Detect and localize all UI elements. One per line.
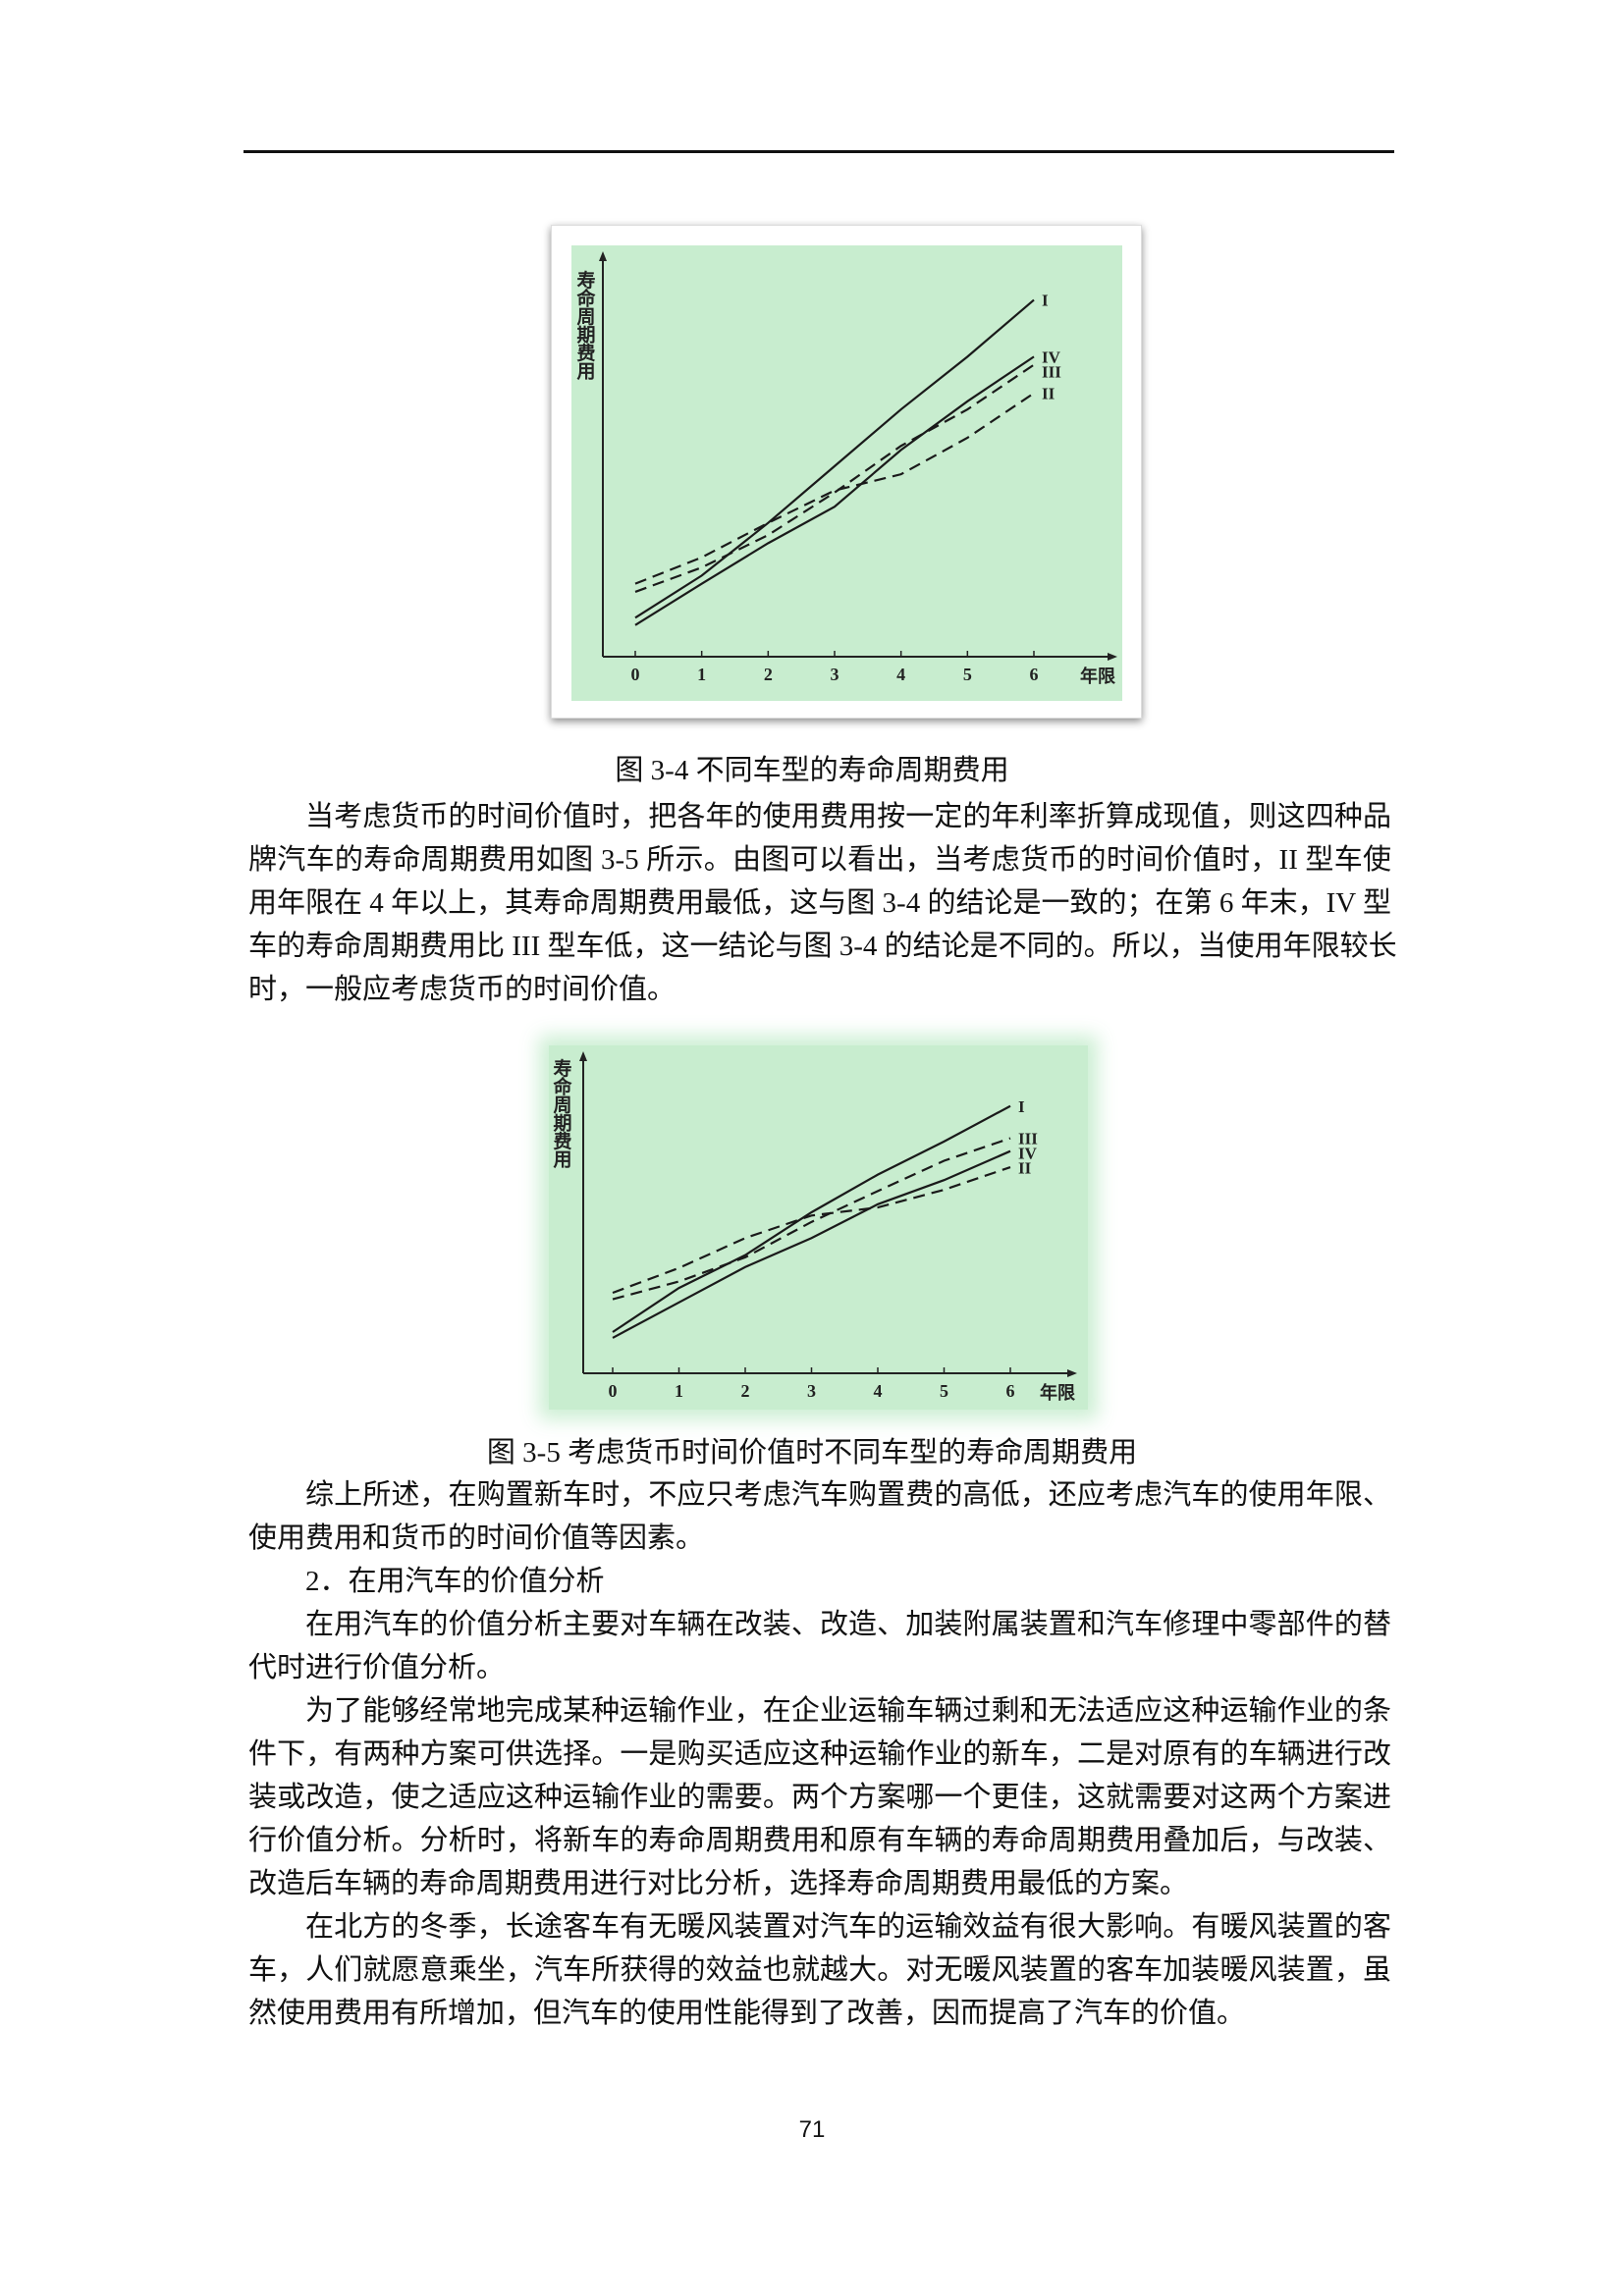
y-axis-label-char: 周 (553, 1095, 571, 1116)
series-line-IV (634, 355, 1035, 626)
series-line-IV (612, 1149, 1011, 1339)
x-tick-label: 2 (764, 665, 773, 684)
series-label-II: II (1018, 1159, 1032, 1178)
y-axis-label-char: 周 (576, 306, 595, 328)
series-line-III (634, 363, 1035, 593)
section-heading: 2．在用汽车的价值分析 (305, 1566, 605, 1597)
paragraph-block-2: 综上所述，在购置新车时，不应只考虑汽车购置费的高低，还应考虑汽车的使用年限、 使… (248, 1473, 1391, 2035)
y-axis-label-char: 用 (576, 362, 595, 383)
text-line: 车，人们就愿意乘坐，汽车所获得的效益也就越大。对无暖风装置的客车加装暖风装置，虽 (248, 1954, 1391, 1986)
text-line: 综上所述，在购置新车时，不应只考虑汽车购置费的高低，还应考虑汽车的使用年限、 (305, 1479, 1391, 1511)
header-rule (244, 150, 1394, 153)
x-tick-label: 1 (675, 1381, 683, 1401)
text-line: 使用费用和货币的时间价值等因素。 (248, 1522, 705, 1554)
series-line-II (612, 1166, 1011, 1295)
series-label-III: III (1018, 1130, 1038, 1148)
series-label-IV: IV (1018, 1145, 1038, 1163)
x-tick-label: 6 (1030, 665, 1039, 684)
x-axis-arrow-icon (1067, 1369, 1077, 1377)
text-line: 在北方的冬季，长途客车有无暖风装置对汽车的运输效益有很大影响。有暖风装置的客 (305, 1911, 1391, 1943)
text-line: 牌汽车的寿命周期费用如图 3-5 所示。由图可以看出，当考虑货币的时间价值时，I… (248, 844, 1391, 876)
page-number: 71 (798, 2116, 826, 2143)
x-tick-label: 5 (963, 665, 972, 684)
y-axis-label-char: 用 (553, 1150, 571, 1171)
y-axis-label-char: 费 (553, 1131, 571, 1152)
series-label-II: II (1042, 385, 1056, 403)
text-line: 时，一般应考虑货币的时间价值。 (248, 974, 677, 1005)
text-line: 行价值分析。分析时，将新车的寿命周期费用和原有车辆的寿命周期费用叠加后，与改装、 (248, 1825, 1391, 1856)
text-line: 在用汽车的价值分析主要对车辆在改装、改造、加装附属装置和汽车修理中零部件的替 (305, 1609, 1391, 1640)
y-axis-label-char: 期 (576, 325, 595, 347)
y-axis-label-char: 期 (553, 1113, 571, 1135)
x-tick-label: 5 (940, 1381, 948, 1401)
y-axis-arrow-icon (599, 251, 607, 261)
series-label-I: I (1018, 1097, 1025, 1116)
text-line: 件下，有两种方案可供选择。一是购买适应这种运输作业的新车，二是对原有的车辆进行改 (248, 1738, 1391, 1770)
x-tick-label: 4 (896, 665, 905, 684)
x-tick-label: 2 (741, 1381, 750, 1401)
series-label-IV: IV (1042, 347, 1061, 366)
text-line: 改造后车辆的寿命周期费用进行对比分析，选择寿命周期费用最低的方案。 (248, 1868, 1189, 1899)
text-line: 然使用费用有所增加，但汽车的使用性能得到了改善，因而提高了汽车的价值。 (248, 1998, 1246, 2029)
figure-3-5-caption: 图 3-5 考虑货币时间价值时不同车型的寿命周期费用 (486, 1437, 1138, 1468)
paragraph-block-1: 当考虑货币的时间价值时，把各年的使用费用按一定的年利率折算成现值，则这四种品 牌… (248, 795, 1397, 1011)
figure-3-5-background (549, 1045, 1088, 1410)
figure-3-4-caption: 图 3-4 不同车型的寿命周期费用 (615, 755, 1009, 786)
series-line-II (634, 392, 1035, 585)
x-tick-label: 6 (1006, 1381, 1015, 1401)
figure-3-4-background (571, 245, 1122, 701)
text-line: 当考虑货币的时间价值时，把各年的使用费用按一定的年利率折算成现值，则这四种品 (305, 801, 1391, 832)
y-axis-label-char: 寿 (576, 269, 595, 292)
y-axis-label-char: 寿 (553, 1057, 571, 1080)
series-label-III: III (1042, 362, 1061, 381)
x-tick-label: 0 (609, 1381, 618, 1401)
text-line: 用年限在 4 年以上，其寿命周期费用最低，这与图 3-4 的结论是一致的；在第 … (248, 887, 1391, 919)
x-axis-arrow-icon (1108, 653, 1117, 661)
x-tick-label: 1 (697, 665, 706, 684)
series-label-I: I (1042, 292, 1049, 310)
x-axis-label: 年限 (1080, 666, 1116, 686)
text-line: 装或改造，使之适应这种运输作业的需要。两个方案哪一个更佳，这就需要对这两个方案进 (248, 1782, 1391, 1813)
series-line-III (612, 1137, 1011, 1301)
x-tick-label: 0 (631, 665, 640, 684)
x-axis-label: 年限 (1040, 1382, 1076, 1403)
x-tick-label: 3 (831, 665, 839, 684)
series-line-I (634, 298, 1035, 619)
y-axis-label-char: 命 (553, 1076, 572, 1098)
y-axis-label-char: 费 (576, 343, 595, 364)
series-line-I (612, 1104, 1011, 1333)
text-line: 代时进行价值分析。 (248, 1652, 506, 1683)
x-tick-label: 3 (807, 1381, 816, 1401)
y-axis-label-char: 命 (576, 288, 596, 310)
y-axis-arrow-icon (579, 1051, 587, 1061)
text-line: 车的寿命周期费用比 III 型车低，这一结论与图 3-4 的结论是不同的。所以，… (248, 931, 1397, 962)
text-line: 为了能够经常地完成某种运输作业，在企业运输车辆过剩和无法适应这种运输作业的条 (305, 1695, 1391, 1727)
x-tick-label: 4 (874, 1381, 883, 1401)
